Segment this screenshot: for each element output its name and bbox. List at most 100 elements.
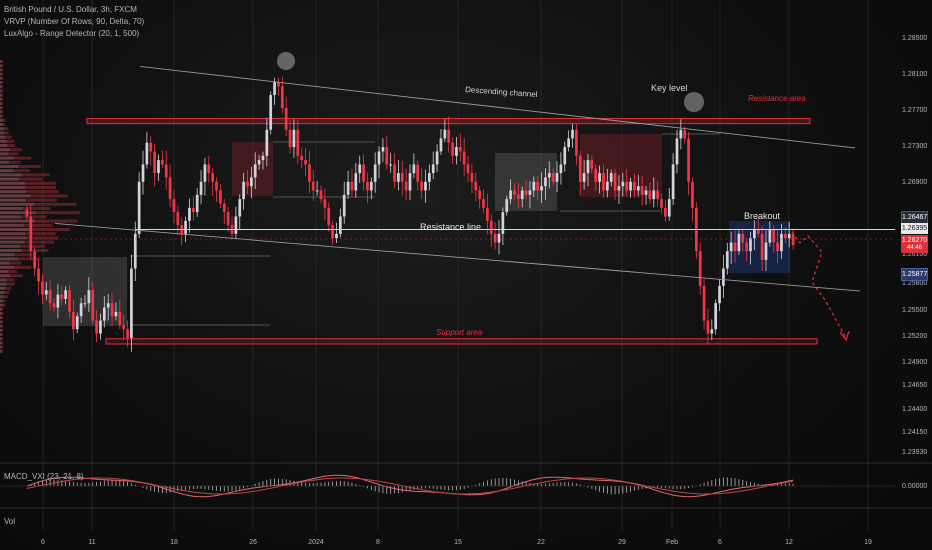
candle-up bbox=[725, 251, 729, 269]
candle-down bbox=[590, 160, 594, 169]
annotation-resistance-area: Resistance area bbox=[748, 94, 806, 103]
annotation-support-area: Support area bbox=[436, 328, 483, 337]
volume-profile-bar bbox=[0, 244, 46, 248]
candle-down bbox=[451, 142, 454, 156]
candle-up bbox=[722, 268, 725, 286]
candle-up bbox=[369, 181, 373, 191]
candle-up bbox=[598, 173, 601, 182]
candle-up bbox=[617, 186, 621, 191]
overlay-layer bbox=[25, 52, 895, 342]
support-area-box bbox=[105, 338, 818, 345]
candle-down bbox=[516, 194, 520, 200]
candle-up bbox=[373, 164, 377, 182]
volume-profile-bar bbox=[0, 60, 3, 63]
y-tick-label: 1.26900 bbox=[902, 179, 927, 186]
volume-profile-bar bbox=[0, 89, 3, 93]
candle-up bbox=[571, 129, 574, 139]
y-tick-label: 1.28500 bbox=[902, 35, 927, 42]
volume-profile-bar bbox=[0, 135, 6, 139]
macd-line bbox=[26, 474, 794, 498]
candle-down bbox=[350, 181, 354, 191]
volume-profile-bar bbox=[0, 244, 21, 248]
candle-up bbox=[130, 268, 133, 338]
candle-down bbox=[161, 160, 164, 165]
volume-profile-bar bbox=[0, 219, 78, 223]
x-tick-label: 11 bbox=[88, 539, 95, 546]
volume-profile-bar bbox=[0, 177, 20, 181]
volume-profile-bar bbox=[0, 72, 3, 76]
candle-up bbox=[408, 173, 412, 191]
volume-profile-bar bbox=[0, 299, 6, 303]
macd-pane bbox=[0, 474, 895, 498]
candle-up bbox=[780, 233, 783, 252]
candle-down bbox=[110, 303, 114, 317]
volume-profile-bar bbox=[0, 152, 19, 156]
volume-profile-bar bbox=[0, 177, 43, 181]
candle-down bbox=[385, 147, 389, 165]
volume-profile-bar bbox=[0, 72, 2, 76]
candle-down bbox=[625, 181, 629, 191]
volume-profile-bar bbox=[0, 110, 2, 114]
candle-down bbox=[311, 181, 315, 191]
volume-profile-bar bbox=[0, 312, 4, 315]
candle-up bbox=[505, 199, 509, 213]
projection-arrowhead bbox=[839, 330, 850, 342]
candle-up bbox=[292, 129, 296, 148]
volume-profile-bar bbox=[0, 345, 3, 349]
volume-profile-bar bbox=[0, 270, 17, 273]
candle-up bbox=[501, 212, 505, 234]
macd-signal-line bbox=[26, 477, 794, 495]
volume-profile-bar bbox=[0, 202, 77, 206]
candle-down bbox=[702, 285, 706, 321]
annotation-resistance-line: Resistance line bbox=[420, 222, 481, 232]
volume-profile-bar bbox=[0, 337, 3, 341]
volume-profile-bar bbox=[0, 156, 32, 160]
y-tick-label: 1.24150 bbox=[902, 429, 927, 436]
volume-profile-bar bbox=[0, 156, 14, 160]
volume-profile-bar bbox=[0, 253, 33, 257]
volume-profile-bar bbox=[0, 85, 3, 89]
candle-down bbox=[660, 199, 663, 208]
volume-profile-bar bbox=[0, 144, 7, 147]
candle-up bbox=[137, 181, 141, 234]
candle-up bbox=[87, 290, 91, 304]
candle-up bbox=[273, 82, 276, 96]
candle-down bbox=[691, 181, 694, 208]
candle-down bbox=[420, 181, 423, 191]
volume-profile-bar bbox=[0, 341, 3, 345]
volume-profile-bar bbox=[0, 131, 9, 135]
volume-profile-bar bbox=[0, 202, 35, 206]
volume-profile-bar bbox=[0, 85, 2, 89]
candle-down bbox=[319, 190, 323, 200]
volume-profile-bar bbox=[0, 194, 68, 198]
volume-profile-bar bbox=[0, 110, 4, 114]
candle-up bbox=[265, 129, 269, 156]
volume-profile-bar bbox=[0, 207, 51, 210]
volume-profile-bar bbox=[0, 274, 23, 278]
x-tick-label: 12 bbox=[785, 539, 793, 546]
volume-profile-bar bbox=[0, 148, 22, 152]
volume-profile-bar bbox=[0, 215, 47, 219]
volume-profile-bar bbox=[0, 207, 23, 210]
x-tick-label: 2024 bbox=[308, 539, 324, 546]
candle-down bbox=[149, 142, 153, 152]
candle-up bbox=[636, 186, 640, 191]
candle-up bbox=[381, 147, 385, 152]
candle-down bbox=[776, 242, 779, 252]
candle-up bbox=[99, 320, 102, 334]
candle-up bbox=[114, 311, 118, 317]
volume-profile-bar bbox=[0, 236, 27, 240]
volume-profile-bar bbox=[0, 106, 3, 110]
volume-profile-bar bbox=[0, 76, 3, 80]
volume-profile-bar bbox=[0, 118, 6, 122]
volume-profile-bar bbox=[0, 337, 2, 341]
volume-profile-bar bbox=[0, 232, 26, 236]
x-tick-label: 8 bbox=[376, 539, 380, 546]
volume-profile-bar bbox=[0, 60, 2, 63]
candle-up bbox=[621, 181, 625, 187]
candle-up bbox=[675, 138, 679, 165]
candle-up bbox=[242, 181, 245, 200]
y-tick-label: 1.24400 bbox=[902, 406, 927, 413]
